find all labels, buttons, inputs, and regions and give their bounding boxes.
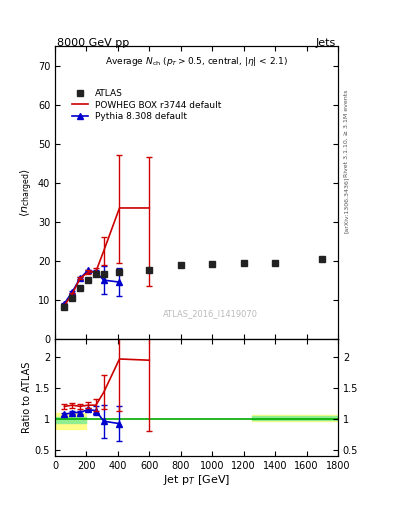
Text: 8000 GeV pp: 8000 GeV pp bbox=[57, 38, 129, 49]
Y-axis label: $\langle n_{\rm charged} \rangle$: $\langle n_{\rm charged} \rangle$ bbox=[18, 168, 35, 217]
Legend: ATLAS, POWHEG BOX r3744 default, Pythia 8.308 default: ATLAS, POWHEG BOX r3744 default, Pythia … bbox=[68, 86, 225, 125]
Text: [arXiv:1306.3436]: [arXiv:1306.3436] bbox=[344, 177, 349, 233]
Text: Jets: Jets bbox=[316, 38, 336, 49]
Text: Average $N_{\rm ch}$ ($p_T$$>$0.5, central, $|\eta|$ < 2.1): Average $N_{\rm ch}$ ($p_T$$>$0.5, centr… bbox=[105, 55, 288, 68]
X-axis label: Jet p$_T$ [GeV]: Jet p$_T$ [GeV] bbox=[163, 473, 230, 487]
Text: Rivet 3.1.10, ≥ 3.1M events: Rivet 3.1.10, ≥ 3.1M events bbox=[344, 90, 349, 177]
Text: ATLAS_2016_I1419070: ATLAS_2016_I1419070 bbox=[163, 309, 258, 318]
Y-axis label: Ratio to ATLAS: Ratio to ATLAS bbox=[22, 361, 32, 433]
